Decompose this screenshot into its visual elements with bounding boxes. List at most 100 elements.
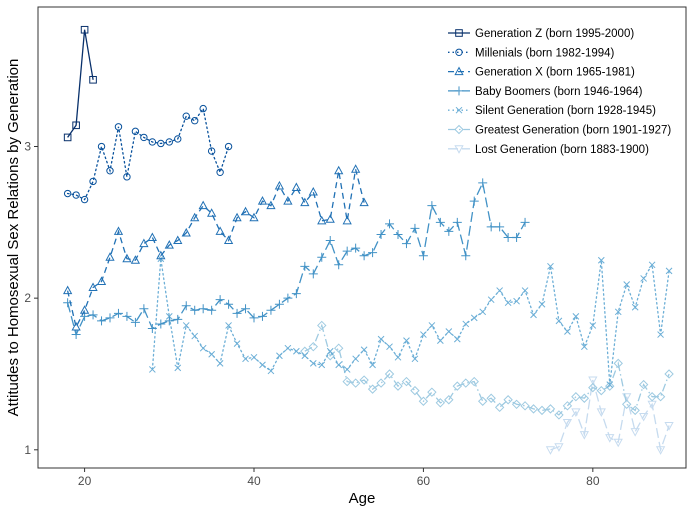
series-6-point [444,395,454,405]
series-3-point [173,235,183,245]
series-4-point [207,305,217,315]
series-6-point [494,402,505,413]
series-5-point [148,366,156,373]
series-4-point [401,239,411,249]
series-6-point [621,399,632,410]
series-2-line [66,106,230,201]
legend-key-marker [454,124,464,135]
series-4-point [427,201,437,211]
series-3-point [96,276,107,285]
series-5-point [445,328,453,335]
series-6-point [342,376,352,387]
series-3-point [266,200,276,210]
series-3-point [88,282,98,292]
series-6-point [638,379,649,390]
series-7-point [630,428,640,437]
series-6-point [554,410,564,420]
series-5-point [538,300,546,308]
series-6-point [401,376,412,387]
series-5-point [225,322,232,329]
legend-label: Silent Generation (born 1928-1945) [475,105,656,117]
x-tick-label: 60 [417,474,431,488]
series-2-point [106,167,114,175]
series-4-point [283,293,293,303]
series-5-point [301,352,309,360]
series-7-line [550,379,670,453]
series-6-point [393,381,403,391]
series-3-line [66,169,365,329]
series-5-point [309,360,317,367]
series-6-point [376,378,386,388]
series-2-point [80,195,89,204]
series-5-point [360,346,368,354]
series-5-point [580,343,588,351]
series-5-point [504,299,512,307]
series-5-point [453,335,461,343]
series-7-point [605,434,615,443]
series-4-point [164,316,174,326]
series-4 [63,178,530,340]
legend-item-3: Generation X (born 1965-1981) [448,66,635,79]
series-3-point [274,180,285,190]
series-4-point [334,260,344,270]
series-4-point [97,316,107,326]
series-6-point [359,375,369,385]
series-6-point [418,396,429,406]
series-3-point [308,186,318,196]
series-3-point [164,240,174,249]
legend-label: Greatest Generation (born 1901-1927) [475,125,671,137]
series-4-point [368,248,378,258]
series-5-point [276,352,283,360]
legend-key-marker [455,106,463,114]
series-5-point [640,275,648,282]
series-3-point [198,200,208,210]
x-tick-label: 40 [247,474,261,488]
series-2-point [199,104,207,113]
series-3-point [334,165,344,175]
legend-key-marker [455,29,463,37]
legend-key-marker [454,66,464,76]
series-5-point [648,261,656,269]
series-4-point [147,323,157,333]
series-4-point [495,222,505,232]
y-axis-title: Attitudes to Homosexual Sex Relations by… [5,59,22,417]
series-4-point [139,304,149,314]
series-2-point [207,147,216,155]
series-6-point [520,401,530,411]
series-1-point [72,121,80,130]
series-6-point [503,395,513,405]
series-5-point [428,322,436,329]
legend-key-marker [454,86,464,96]
series-5-point [208,350,216,358]
series-5-point [411,355,419,363]
series-5-point [250,353,258,361]
legend-item-5: Silent Generation (born 1928-1945) [448,105,656,117]
series-2-point [114,123,123,131]
series-3-point [300,197,310,207]
series-5-point [547,262,554,270]
series-7-point [655,446,666,455]
series-6-point [528,404,539,414]
series-6-point [596,385,607,396]
series-3-point [215,226,225,235]
series-3-point [291,182,301,191]
series-5-point [199,344,207,352]
series-5-line [151,258,670,385]
series-5-point [623,281,631,288]
series-2-point [148,138,157,146]
series-5-point [521,287,529,294]
series-1-point [63,133,72,142]
x-axis-title: Age [349,490,376,507]
series-3-point [283,196,293,205]
series-7-point [664,422,674,431]
series-4-point [224,299,234,309]
legend-label: Generation Z (born 1995-2000) [475,28,634,40]
series-3-point [207,208,217,217]
series-7-point [571,408,581,417]
series-4-point [71,330,81,340]
series-4-point [410,223,420,233]
series-3-point [156,250,166,260]
series-4-point [291,289,301,299]
